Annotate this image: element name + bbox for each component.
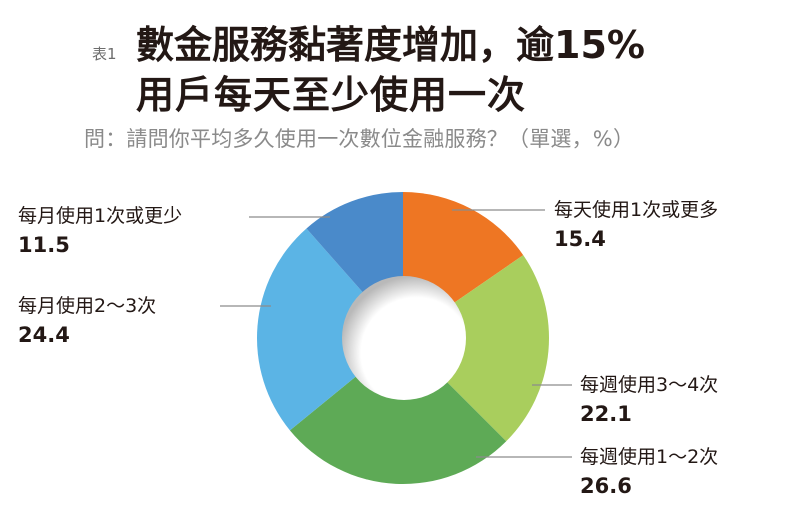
chart-subtitle-question: 問：請問你平均多久使用一次數位金融服務？（單選，%）: [84, 127, 635, 151]
donut-slices: [256, 191, 550, 485]
value-daily: 15.4: [554, 227, 606, 251]
donut-hole: [342, 276, 466, 400]
donut-slice: [403, 255, 550, 442]
value-monthly-1-or-less: 11.5: [18, 233, 70, 257]
donut-slice: [256, 228, 403, 431]
label-weekly-1-2: 每週使用1～2次: [580, 446, 719, 468]
label-monthly-1-or-less: 每月使用1次或更少: [18, 205, 183, 227]
donut-slice: [289, 338, 507, 485]
chart-title-line-2: 用戶每天至少使用一次: [136, 73, 527, 117]
value-weekly-1-2: 26.6: [580, 474, 632, 498]
label-weekly-3-4: 每週使用3～4次: [580, 374, 719, 396]
chart-title-line-1: 數金服務黏著度增加，逾15%: [136, 23, 645, 67]
value-weekly-3-4: 22.1: [580, 402, 632, 426]
table-number-tag: 表1: [92, 45, 117, 63]
value-monthly-2-3: 24.4: [18, 323, 70, 347]
label-monthly-2-3: 每月使用2～3次: [18, 295, 157, 317]
label-daily: 每天使用1次或更多: [554, 199, 719, 221]
